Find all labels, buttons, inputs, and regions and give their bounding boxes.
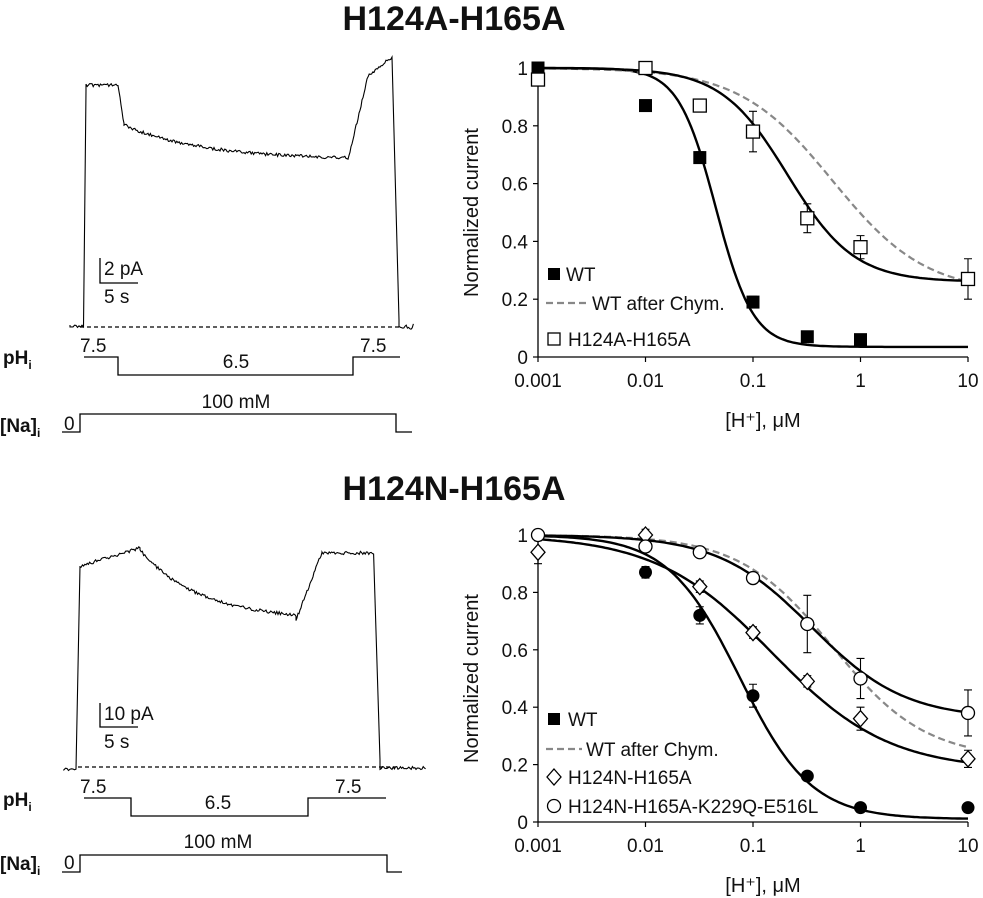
data-point-s3 [962, 706, 975, 719]
x-tick-label: 10 [957, 836, 978, 857]
y-tick-label: 0 [517, 348, 528, 369]
y-tick-label: 1 [517, 526, 528, 547]
y-axis-label: Normalized current [461, 594, 483, 763]
data-point-s3 [639, 540, 652, 553]
data-point-s2 [961, 751, 975, 767]
legend-label-k229q: H124N-H165A-K229Q-E516L [568, 797, 818, 818]
data-point-s0 [962, 801, 975, 814]
na-protocol-line [62, 414, 412, 432]
legend-label-wt: WT [568, 710, 598, 731]
legend-label-wt-chym: WT after Chym. [592, 294, 725, 315]
ph-value-end: 7.5 [360, 336, 386, 357]
data-point-s0 [693, 609, 706, 622]
na-row-label: [Na]i [0, 416, 40, 440]
x-axis-label: [H⁺], μM [725, 875, 800, 897]
x-tick-label: 0.001 [514, 836, 562, 857]
data-point-s0 [854, 333, 867, 346]
legend-top: WT WT after Chym. H124A-H165A [546, 265, 725, 351]
figure-canvas: H124A-H165A 2 pA 5 s pHi 7.5 6.5 7.5 [Na… [0, 0, 983, 898]
na-value-concentration: 100 mM [202, 392, 271, 413]
data-point-s0 [639, 566, 652, 579]
na-value-zero: 0 [64, 414, 75, 435]
dose-response-chart-bottom: 0 0.2 0.4 0.6 0.8 1 0.001 0.01 0.1 1 10 [H⁺], μM Nor… [461, 526, 979, 897]
ph-value-start: 7.5 [80, 777, 106, 798]
data-point-s0 [801, 770, 814, 783]
scale-current-label: 2 pA [104, 259, 143, 280]
data-point-s3 [747, 572, 760, 585]
data-point-s0 [747, 689, 760, 702]
legend-label-wt: WT [566, 265, 596, 286]
legend-label-h124n: H124N-H165A [568, 768, 692, 789]
na-protocol-line [62, 855, 402, 872]
ph-row-label: pHi [3, 790, 32, 814]
x-tick-label: 0.01 [627, 836, 664, 857]
legend-marker-wt [548, 713, 560, 725]
y-tick-label: 1 [517, 59, 528, 80]
data-point-s0 [854, 801, 867, 814]
y-tick-label: 0.2 [502, 756, 528, 777]
data-point-s0 [747, 296, 760, 309]
ph-value-middle: 6.5 [223, 352, 249, 373]
fit-curve-1 [538, 68, 968, 281]
ph-value-middle: 6.5 [205, 793, 231, 814]
x-tick-label: 0.001 [514, 371, 562, 392]
scale-current-label: 10 pA [104, 704, 154, 725]
data-point-s2 [693, 99, 706, 112]
panel-top: H124A-H165A 2 pA 5 s pHi 7.5 6.5 7.5 [Na… [0, 0, 979, 440]
legend-marker-mutant [548, 333, 560, 345]
data-point-s3 [693, 546, 706, 559]
scale-time-label: 5 s [104, 732, 129, 753]
data-point-s2 [962, 272, 975, 285]
ph-row-label: pHi [3, 348, 32, 372]
na-row-label: [Na]i [0, 854, 40, 878]
legend-marker-circle [548, 800, 561, 813]
x-axis-label: [H⁺], μM [725, 410, 800, 432]
panel-bottom: H124N-H165A 10 pA 5 s pHi 7.5 6.5 7.5 [N… [0, 470, 979, 897]
y-tick-label: 0.4 [502, 698, 529, 719]
x-tick-label: 0.1 [740, 836, 766, 857]
data-point-s2 [800, 673, 814, 689]
x-tick-label: 0.01 [627, 371, 664, 392]
y-tick-label: 0 [517, 813, 528, 834]
data-point-s2 [532, 73, 545, 86]
y-tick-label: 0.4 [502, 232, 529, 253]
ph-value-start: 7.5 [80, 336, 106, 357]
data-point-s0 [801, 330, 814, 343]
scale-time-label: 5 s [104, 287, 129, 308]
na-value-concentration: 100 mM [184, 832, 253, 853]
data-point-s2 [639, 62, 652, 75]
data-point-s2 [854, 241, 867, 254]
legend-label-wt-chym: WT after Chym. [586, 740, 719, 761]
y-tick-label: 0.6 [502, 641, 528, 662]
data-point-s2 [531, 544, 545, 560]
x-tick-label: 1 [855, 836, 866, 857]
legend-marker-wt [548, 268, 560, 280]
legend-label-mutant: H124A-H165A [568, 330, 691, 351]
panel-title: H124N-H165A [343, 470, 566, 508]
data-point-s2 [801, 212, 814, 225]
data-point-s0 [693, 151, 706, 164]
y-tick-label: 0.6 [502, 175, 528, 196]
x-tick-label: 0.1 [740, 371, 766, 392]
y-tick-label: 0.8 [502, 117, 528, 138]
data-point-s2 [747, 125, 760, 138]
ph-protocol-line [84, 798, 386, 816]
data-point-s0 [639, 99, 652, 112]
dose-response-chart-top: 0 0.2 0.4 0.6 0.8 1 0.001 0.01 0.1 1 10 [H⁺], μM Nor… [461, 59, 979, 432]
panel-title: H124A-H165A [343, 0, 566, 38]
x-tick-label: 10 [957, 371, 978, 392]
legend-marker-diamond [547, 769, 561, 785]
y-tick-label: 0.2 [502, 290, 528, 311]
y-axis-label: Normalized current [461, 128, 483, 297]
data-point-s3 [532, 529, 545, 542]
fit-curve-2 [538, 68, 968, 281]
data-point-s3 [854, 672, 867, 685]
y-tick-label: 0.8 [502, 583, 528, 604]
legend-bottom: WT WT after Chym. H124N-H165A H124N-H165… [546, 710, 818, 818]
data-point-s3 [801, 617, 814, 630]
ph-value-end: 7.5 [335, 777, 361, 798]
na-value-zero: 0 [64, 853, 75, 874]
x-tick-label: 1 [855, 371, 866, 392]
